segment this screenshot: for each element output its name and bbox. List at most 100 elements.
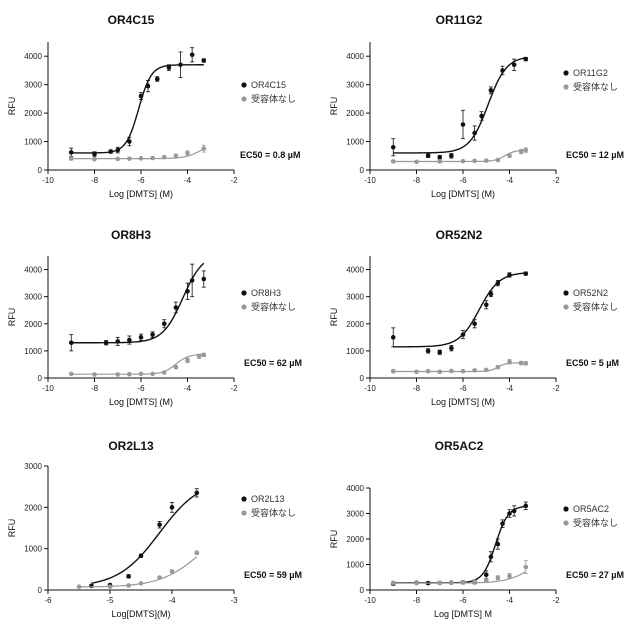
x-tick-label: -4: [168, 596, 176, 605]
y-tick-label: 1000: [346, 138, 364, 147]
data-point: [126, 574, 131, 579]
data-point: [127, 372, 132, 377]
data-point: [479, 114, 484, 119]
x-tick-label: -2: [552, 384, 560, 393]
data-point: [489, 555, 494, 560]
data-point: [391, 369, 396, 374]
data-point: [162, 155, 167, 160]
data-point: [139, 335, 144, 340]
data-point: [150, 332, 155, 337]
series-receptor: [69, 48, 206, 157]
ec50-annotation: EC50 = 5 µM: [566, 358, 619, 368]
legend-label: 受容体なし: [573, 517, 618, 528]
y-tick-label: 2000: [346, 109, 364, 118]
ec50-annotation: EC50 = 12 µM: [566, 150, 624, 160]
data-point: [201, 353, 206, 358]
x-tick-label: -6: [137, 384, 145, 393]
y-tick-label: 1000: [24, 138, 42, 147]
y-axis-label: RFU: [329, 97, 339, 116]
series-receptor: [391, 57, 528, 160]
data-point: [391, 159, 396, 164]
data-point: [69, 150, 74, 155]
chart-panel-or4c15: OR4C1501000200030004000-10-8-6-4-2Log [D…: [7, 13, 300, 199]
fit-curve: [393, 363, 526, 372]
data-point: [185, 151, 190, 156]
data-point: [201, 58, 206, 63]
chart-title: OR5AC2: [435, 439, 484, 453]
legend-marker: [241, 82, 246, 87]
y-tick-label: 0: [38, 374, 43, 383]
x-axis-label: Log [DMTS] (M): [431, 397, 495, 407]
fit-curve: [393, 572, 526, 583]
x-tick-label: -10: [364, 176, 376, 185]
data-point: [437, 369, 442, 374]
fit-curve: [71, 354, 204, 374]
x-tick-label: -8: [91, 384, 99, 393]
chart-panel-or8h3: OR8H301000200030004000-10-8-6-4-2Log [DM…: [7, 228, 302, 407]
data-point: [174, 365, 179, 370]
chart-title: OR8H3: [111, 228, 151, 242]
y-axis-label: RFU: [7, 97, 17, 116]
data-point: [195, 551, 200, 556]
data-point: [190, 53, 195, 58]
y-tick-label: 2000: [24, 109, 42, 118]
data-point: [496, 281, 501, 286]
data-point: [127, 338, 132, 343]
legend-marker: [241, 96, 246, 101]
fit-curve: [393, 506, 526, 582]
data-point: [185, 358, 190, 363]
data-point: [507, 273, 512, 278]
data-point: [414, 159, 419, 164]
data-point: [512, 509, 517, 514]
y-tick-label: 4000: [24, 266, 42, 275]
series-receptor: [89, 489, 199, 588]
chart-title: OR2L13: [108, 439, 154, 453]
legend-marker: [563, 290, 568, 295]
data-point: [496, 542, 501, 547]
data-point: [523, 148, 528, 153]
chart-panel-or5ac2: OR5AC201000200030004000-10-8-6-4-2Log [D…: [329, 439, 624, 619]
data-point: [484, 303, 489, 308]
y-tick-label: 0: [360, 586, 365, 595]
data-point: [437, 155, 442, 160]
y-tick-label: 4000: [346, 52, 364, 61]
ec50-annotation: EC50 = 59 µM: [244, 570, 302, 580]
data-point: [146, 84, 151, 89]
data-point: [461, 122, 466, 127]
data-point: [519, 361, 524, 366]
data-point: [500, 521, 505, 526]
x-tick-label: -8: [413, 384, 421, 393]
data-point: [69, 372, 74, 377]
legend-marker: [563, 70, 568, 75]
legend-marker: [241, 304, 246, 309]
data-point: [108, 584, 113, 589]
y-tick-label: 0: [360, 166, 365, 175]
data-point: [201, 146, 206, 151]
data-point: [150, 372, 155, 377]
data-point: [472, 368, 477, 373]
series-no-receptor: [391, 359, 528, 374]
data-point: [139, 581, 144, 586]
fit-curve: [393, 58, 526, 153]
x-axis-label: Log [DMTS] M: [434, 609, 492, 619]
legend-label: 受容体なし: [573, 81, 618, 92]
chart-title: OR11G2: [436, 13, 483, 27]
ec50-annotation: EC50 = 62 µM: [244, 358, 302, 368]
chart-title: OR52N2: [436, 228, 483, 242]
x-tick-label: -8: [413, 176, 421, 185]
x-tick-label: -5: [106, 596, 114, 605]
y-axis-label: RFU: [7, 308, 17, 327]
y-tick-label: 1000: [346, 561, 364, 570]
series-no-receptor: [391, 561, 528, 586]
data-point: [500, 68, 505, 73]
data-point: [496, 365, 501, 370]
data-point: [472, 580, 477, 585]
x-tick-label: -4: [506, 384, 514, 393]
chart-panel-or11g2: OR11G201000200030004000-10-8-6-4-2Log [D…: [329, 13, 624, 199]
data-point: [150, 156, 155, 161]
data-point: [426, 349, 431, 354]
data-point: [484, 578, 489, 583]
data-point: [157, 575, 162, 580]
x-tick-label: -6: [459, 384, 467, 393]
data-point: [139, 553, 144, 558]
